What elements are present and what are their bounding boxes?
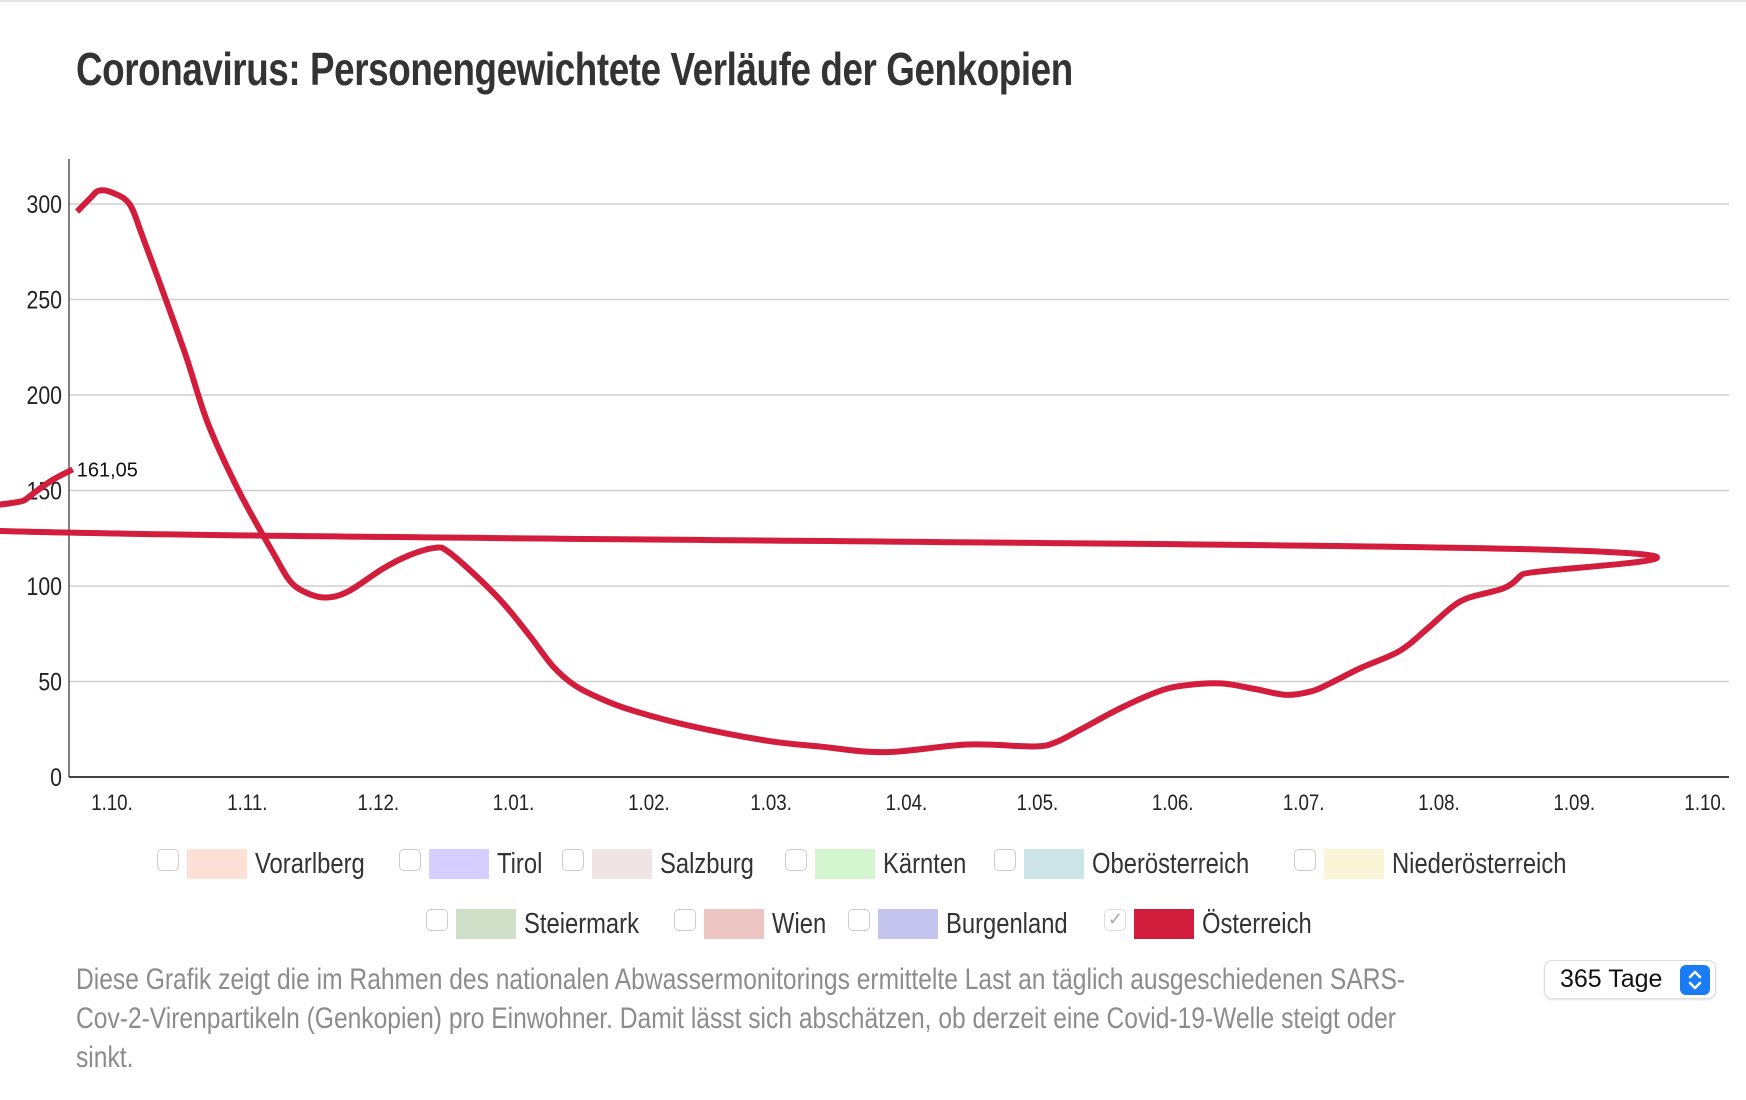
legend-item[interactable]: ✓ Österreich xyxy=(1104,908,1314,940)
legend-label: Vorarlberg xyxy=(255,847,365,880)
x-tick-label: 1.05. xyxy=(1017,792,1059,816)
legend-label: Österreich xyxy=(1202,907,1313,940)
legend-checkbox[interactable] xyxy=(425,909,448,931)
end-value-label: 161,05 xyxy=(77,459,138,481)
legend-swatch xyxy=(1324,849,1385,879)
time-range-select[interactable]: 365 Tage xyxy=(1544,960,1716,999)
x-tick-label: 1.08. xyxy=(1418,792,1460,816)
legend-swatch xyxy=(592,849,653,879)
x-tick-label: 1.09. xyxy=(1553,792,1595,816)
x-tick-label: 1.07. xyxy=(1283,792,1325,816)
legend-item[interactable]: Kärnten xyxy=(784,847,967,880)
legend-item[interactable]: Steiermark xyxy=(425,907,642,940)
legend-item[interactable]: Niederösterreich xyxy=(1294,848,1583,880)
legend-label: Steiermark xyxy=(523,907,639,940)
x-tick-label: 1.04. xyxy=(886,792,928,816)
legend-item[interactable]: Oberösterreich xyxy=(994,848,1262,880)
legend-swatch xyxy=(455,909,516,939)
time-range-value: 365 Tage xyxy=(1560,965,1663,993)
legend-swatch xyxy=(814,849,875,879)
x-tick-label: 1.06. xyxy=(1152,792,1194,816)
legend-item[interactable]: Tirol xyxy=(398,848,542,880)
x-tick-label: 1.03. xyxy=(750,792,792,816)
x-tick-label: 1.11. xyxy=(227,792,267,816)
series-line-oesterreich xyxy=(0,187,1660,756)
legend-checkbox[interactable] xyxy=(784,849,807,871)
chevron-up-down-icon xyxy=(1680,964,1710,995)
legend-label: Niederösterreich xyxy=(1392,847,1567,880)
legend-item[interactable]: Vorarlberg xyxy=(157,848,367,880)
chart-description: Diese Grafik zeigt die im Rahmen des nat… xyxy=(76,963,1406,1074)
legend-swatch xyxy=(704,909,764,939)
legend-checkbox[interactable] xyxy=(1294,849,1317,871)
legend-checkbox[interactable]: ✓ xyxy=(1104,909,1127,931)
legend-item[interactable]: Salzburg xyxy=(562,847,755,880)
legend-checkbox[interactable] xyxy=(848,909,871,931)
legend-checkbox[interactable] xyxy=(562,849,585,871)
legend-checkbox[interactable] xyxy=(994,849,1017,871)
legend-label: Burgenland xyxy=(946,907,1068,940)
legend-label: Wien xyxy=(772,907,827,940)
x-tick-label: 1.10. xyxy=(1684,792,1726,816)
legend-swatch xyxy=(187,849,248,879)
legend-label: Salzburg xyxy=(660,847,755,880)
x-tick-label: 1.10. xyxy=(91,792,133,816)
x-tick-label: 1.12. xyxy=(357,792,399,816)
y-tick-label: 300 xyxy=(27,190,62,218)
legend-swatch xyxy=(428,849,489,879)
y-tick-label: 200 xyxy=(27,381,62,409)
legend-label: Tirol xyxy=(496,847,543,880)
legend-swatch xyxy=(1134,909,1195,939)
legend-label: Kärnten xyxy=(882,847,967,880)
y-tick-label: 250 xyxy=(27,286,62,314)
legend: Vorarlberg Tirol Salzburg Kärnten Oberösterr… xyxy=(70,848,1670,940)
legend-swatch xyxy=(878,909,939,939)
legend-item[interactable]: Burgenland xyxy=(848,908,1072,940)
legend-swatch xyxy=(1024,849,1085,879)
legend-item[interactable]: Wien xyxy=(674,908,826,940)
legend-checkbox[interactable] xyxy=(157,849,180,871)
x-tick-label: 1.02. xyxy=(628,792,670,816)
top-divider xyxy=(0,0,1746,2)
y-tick-label: 0 xyxy=(50,763,62,791)
legend-label: Oberösterreich xyxy=(1092,847,1250,880)
y-tick-label: 50 xyxy=(38,668,62,696)
y-tick-label: 100 xyxy=(27,572,62,600)
x-tick-label: 1.01. xyxy=(493,792,535,816)
legend-checkbox[interactable] xyxy=(398,849,421,871)
legend-checkbox[interactable] xyxy=(674,909,696,931)
chart-title: Coronavirus: Personengewichtete Verläufe… xyxy=(76,43,1073,95)
